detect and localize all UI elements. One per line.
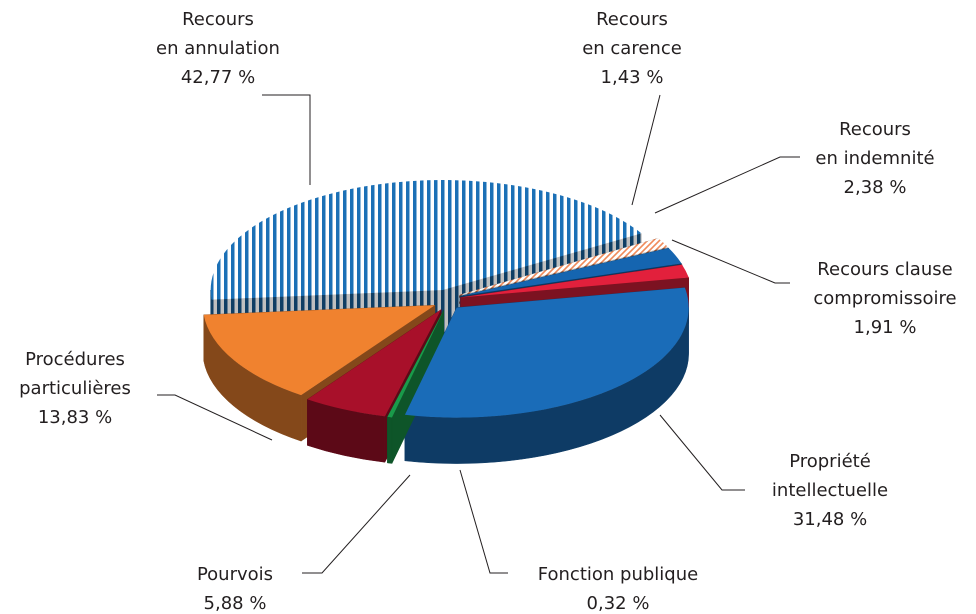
leader-line — [302, 474, 411, 574]
value-label: 0,32 % — [587, 593, 650, 614]
value-label: 42,77 % — [181, 67, 255, 88]
value-label: 13,83 % — [38, 407, 112, 428]
slice-label: en annulation — [156, 38, 280, 59]
slice — [404, 287, 689, 418]
leader-line — [631, 94, 661, 206]
slice — [460, 248, 682, 297]
pie-tops — [203, 180, 689, 418]
slice-label: Fonction publique — [538, 564, 698, 585]
value-label: 5,88 % — [204, 593, 267, 614]
slice-label: Recours — [596, 9, 668, 30]
slice — [460, 264, 689, 298]
value-label: 2,38 % — [844, 177, 907, 198]
slice-label: en carence — [582, 38, 682, 59]
leader-line — [157, 394, 273, 441]
leader-line — [262, 94, 311, 185]
slice — [459, 238, 669, 295]
value-label: 1,43 % — [601, 67, 664, 88]
slice-label: Pourvois — [197, 564, 273, 585]
slice — [203, 305, 435, 396]
slice-label: Procédures — [25, 349, 125, 370]
labels: Recours en annulation 42,77 % Recours en car… — [19, 9, 957, 614]
slice-label: en indemnité — [815, 148, 934, 169]
leader-line — [659, 414, 745, 491]
leader-line — [654, 156, 800, 214]
slice-label: Recours — [182, 9, 254, 30]
slice-label: Propriété — [789, 451, 871, 472]
slice-wall — [387, 416, 393, 464]
leader-line — [459, 469, 508, 574]
slice — [387, 310, 444, 418]
value-label: 1,91 % — [854, 317, 917, 338]
leader-line — [671, 239, 790, 284]
slice-label: particulières — [19, 378, 131, 399]
slice-label: compromissoire — [813, 288, 956, 309]
slice — [210, 180, 642, 300]
slice-label: Recours clause — [817, 259, 952, 280]
slice-label: intellectuelle — [772, 480, 888, 501]
slice — [307, 309, 442, 417]
slice-label: Recours — [839, 119, 911, 140]
value-label: 31,48 % — [793, 509, 867, 530]
